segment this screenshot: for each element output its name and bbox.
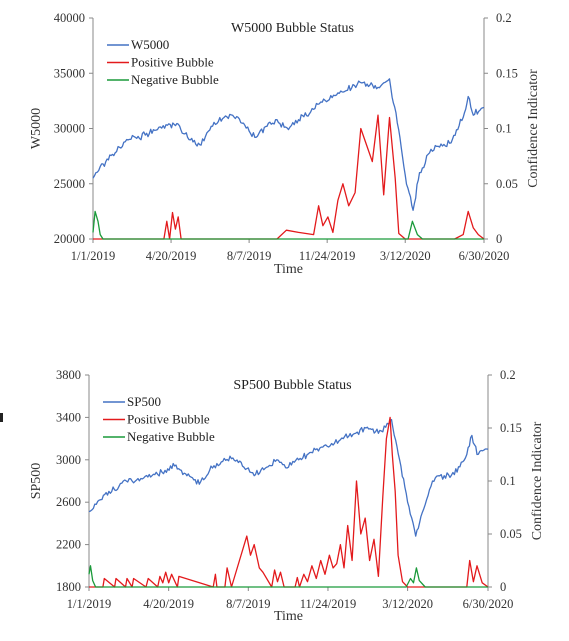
chart1-x-tick-label: 6/30/2020 <box>459 249 510 263</box>
chart2-y2-tick-label: 0.2 <box>500 368 516 382</box>
chart1-y2-tick-label: 0.05 <box>496 177 518 191</box>
chart2-y2-tick-label: 0 <box>500 580 506 594</box>
chart1-x-tick-label: 8/7/2019 <box>227 249 271 263</box>
chart1-legend-label: Negative Bubble <box>131 72 219 87</box>
chart2-series-sp500-line <box>88 418 489 537</box>
chart2-y-tick-label: 3800 <box>56 368 81 382</box>
chart1-series-positive-bubble-line <box>93 114 485 240</box>
chart2-x-tick-label: 4/20/2019 <box>143 597 194 611</box>
chart2-legend-label: Negative Bubble <box>127 429 215 444</box>
chart2-y2-tick-label: 0.1 <box>500 474 516 488</box>
chart1-x-tick-label: 1/1/2019 <box>71 249 115 263</box>
chart2-x-tick-label: 11/24/2019 <box>300 597 356 611</box>
chart1-series-w5000-line <box>92 78 485 211</box>
chart1-x-tick-label: 4/20/2019 <box>146 249 197 263</box>
chart2-y2-axis-label: Confidence Indicator <box>530 421 545 540</box>
chart1-y2-tick-label: 0.2 <box>496 11 512 25</box>
chart1-y-tick-label: 35000 <box>54 66 85 80</box>
chart1-series-negative-bubble-line <box>92 210 484 240</box>
chart2-x-axis-label: Time <box>274 609 303 624</box>
chart1-y-axis-label: W5000 <box>29 108 44 149</box>
chart1-legend-label: Positive Bubble <box>131 55 214 70</box>
chart1-x-axis-label: Time <box>274 262 303 277</box>
chart2-y-tick-label: 3000 <box>56 453 81 467</box>
chart2-y-tick-label: 3400 <box>56 410 81 424</box>
chart2-x-tick-label: 8/7/2019 <box>226 597 270 611</box>
chart2-y2-tick-label: 0.05 <box>500 527 522 541</box>
chart2-y-axis-label: SP500 <box>29 463 44 500</box>
chart2-y-tick-label: 2600 <box>56 495 81 509</box>
chart2-series-negative-bubble-line <box>88 565 488 588</box>
chart1-title: W5000 Bubble Status <box>231 21 354 36</box>
chart1-x-tick-label: 11/24/2019 <box>299 249 355 263</box>
chart2-y2-tick-label: 0.15 <box>500 421 522 435</box>
chart1-y2-tick-label: 0.15 <box>496 66 518 80</box>
chart1-y2-tick-label: 0 <box>496 232 502 246</box>
chart2-x-tick-label: 6/30/2020 <box>463 597 514 611</box>
chart2-x-tick-label: 1/1/2019 <box>67 597 111 611</box>
chart1-legend-label: W5000 <box>131 37 169 52</box>
chart2-title: SP500 Bubble Status <box>233 378 351 393</box>
chart1-y-tick-label: 30000 <box>54 122 85 136</box>
chart2-x-tick-label: 3/12/2020 <box>382 597 433 611</box>
edge-marker <box>0 413 3 422</box>
chart2-y-tick-label: 2200 <box>56 538 81 552</box>
chart2-legend-label: Positive Bubble <box>127 412 210 427</box>
chart1-x-tick-label: 3/12/2020 <box>380 249 431 263</box>
chart1-y-tick-label: 40000 <box>54 11 85 25</box>
chart2-y-tick-label: 1800 <box>56 580 81 594</box>
chart1-y2-axis-label: Confidence Indicator <box>526 69 541 188</box>
chart1-y-tick-label: 25000 <box>54 177 85 191</box>
chart1-y-tick-label: 20000 <box>54 232 85 246</box>
chart1-y2-tick-label: 0.1 <box>496 122 512 136</box>
chart2-legend-label: SP500 <box>127 394 161 409</box>
